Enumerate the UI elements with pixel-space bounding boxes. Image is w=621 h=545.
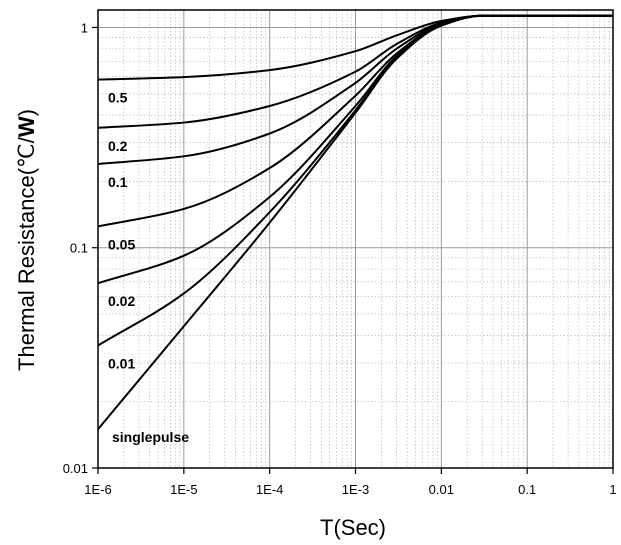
x-axis-ticks: 1E-6 1E-5 1E-4 1E-3 0.01 0.1 1: [84, 468, 617, 497]
series-label-0-5: 0.5: [108, 90, 128, 106]
series-label-0-05: 0.05: [108, 236, 135, 252]
series-label-0-2: 0.2: [108, 138, 128, 154]
series-labels: 0.5 0.2 0.1 0.05 0.02 0.01 singlepulse: [108, 90, 189, 446]
y-tick-label: 0.01: [63, 461, 88, 476]
y-axis-title-suffix: ): [14, 109, 39, 116]
series-label-singlepulse: singlepulse: [112, 429, 189, 445]
x-axis-title: T(Sec): [320, 515, 386, 540]
y-tick-label: 0.1: [70, 241, 88, 256]
y-axis-title-prefix: Thermal Resistance(℃/: [14, 136, 39, 371]
y-axis-title-unit: W: [14, 116, 39, 137]
x-tick-label: 1E-4: [256, 482, 283, 497]
series-lines: [97, 14, 613, 430]
major-grid: [98, 10, 613, 468]
y-axis-ticks: 0.01 0.1 1: [63, 20, 98, 476]
series-label-0-02: 0.02: [108, 293, 135, 309]
x-tick-label: 1E-5: [170, 482, 197, 497]
x-tick-label: 1: [609, 482, 616, 497]
x-tick-label: 0.1: [518, 482, 536, 497]
x-tick-label: 1E-6: [84, 482, 111, 497]
y-tick-label: 1: [81, 20, 88, 35]
series-label-0-01: 0.01: [108, 355, 135, 371]
minor-grid: [98, 10, 613, 468]
x-tick-label: 1E-3: [342, 482, 369, 497]
y-axis-title: Thermal Resistance(℃/W): [14, 109, 39, 371]
series-label-0-1: 0.1: [108, 174, 128, 190]
series-line-singlepulse: [97, 14, 613, 430]
x-tick-label: 0.01: [429, 482, 454, 497]
